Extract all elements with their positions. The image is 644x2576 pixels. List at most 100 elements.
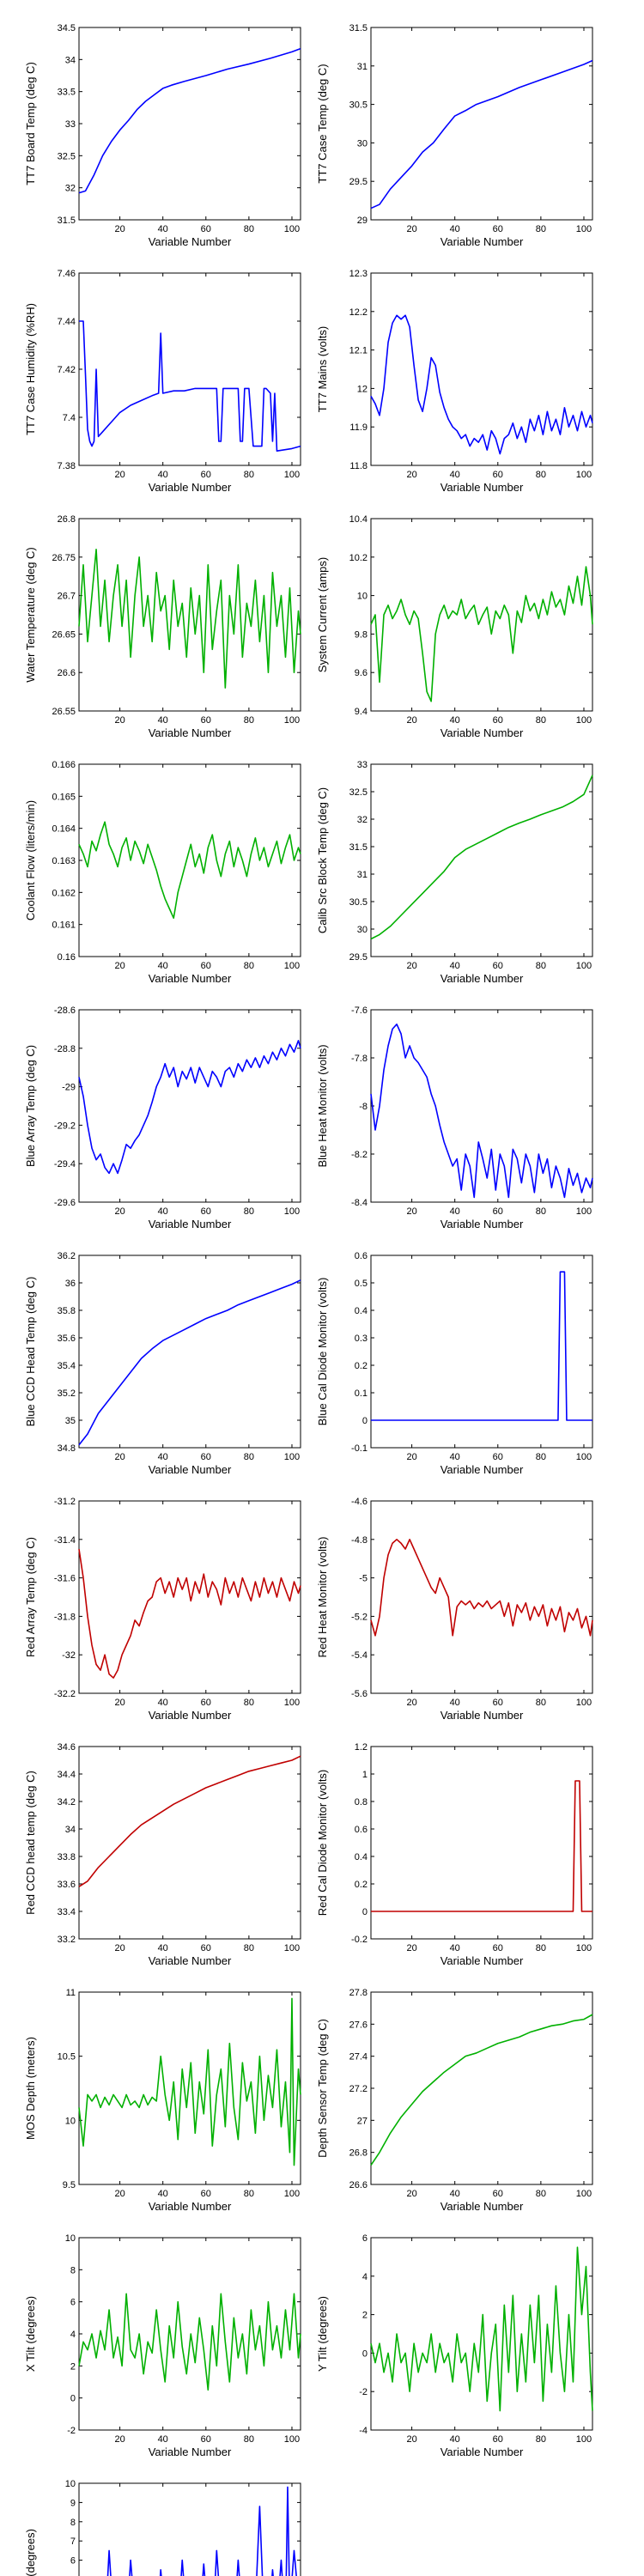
- y-tick-label: 8: [70, 2518, 76, 2528]
- y-axis-label: System Current (amps): [316, 557, 329, 672]
- y-tick-label: 27.6: [349, 2020, 368, 2030]
- y-tick-label: 0.2: [355, 1361, 368, 1371]
- chart-panel-12: 20 40 60 80 100 -0.1 0 0.1 0.2 0.3 0.4 0.5 0.6 Variab…: [316, 1251, 593, 1476]
- plot-area: [78, 1991, 301, 2185]
- y-tick-label: 0.1: [355, 1388, 368, 1399]
- chart-panel-19: 20 40 60 80 100 -2 0 2 4 6 8 10 Variable Number X Til…: [24, 2233, 301, 2458]
- x-axis-label: Variable Number: [149, 235, 232, 248]
- y-tick-label: 10.4: [349, 514, 368, 525]
- x-tick-label: 60: [201, 224, 211, 234]
- y-tick-label: 26.75: [52, 553, 76, 563]
- y-tick-label: -31.8: [54, 1612, 76, 1622]
- chart-panel-4: 20 40 60 80 100 11.8 11.9 12 12.1 12.2 12.3 Variabl…: [316, 269, 593, 494]
- y-tick-label: 2: [70, 2361, 76, 2372]
- y-tick-label: -4: [359, 2426, 368, 2436]
- x-tick-label: 60: [201, 1943, 211, 1953]
- x-tick-label: 80: [244, 1943, 254, 1953]
- x-axis-label: Variable Number: [149, 1218, 232, 1230]
- y-tick-label: 0.162: [52, 888, 76, 898]
- y-tick-label: -8.2: [351, 1150, 368, 1160]
- y-tick-label: 35.6: [58, 1334, 76, 1344]
- x-axis-label: Variable Number: [440, 1463, 524, 1476]
- y-axis-label: Inclination (degrees): [24, 2529, 37, 2576]
- x-tick-label: 100: [576, 2189, 592, 2199]
- y-tick-label: -29: [62, 1083, 76, 1093]
- y-tick-label: 26.55: [52, 707, 76, 717]
- chart-panel-2: 20 40 60 80 100 29 29.5 30 30.5 31 31.5 Variable Nu…: [316, 23, 593, 248]
- y-tick-label: 33.2: [58, 1935, 76, 1945]
- x-axis-label: Variable Number: [149, 726, 232, 739]
- y-tick-label: 29.5: [349, 177, 368, 187]
- x-tick-label: 20: [406, 470, 416, 480]
- chart-panel-1: 20 40 60 80 100 31.5 32 32.5 33 33.5 34 34.5 Variabl…: [24, 23, 301, 248]
- plot-area: [78, 1009, 301, 1203]
- series-line: [78, 1040, 301, 1175]
- y-tick-label: 12: [357, 384, 368, 394]
- x-axis-label: Variable Number: [440, 481, 524, 494]
- x-tick-label: 100: [576, 1943, 592, 1953]
- x-tick-label: 60: [493, 2189, 503, 2199]
- y-tick-label: 10.5: [58, 2052, 76, 2063]
- chart-panel-16: 20 40 60 80 100 -0.2 0 0.2 0.4 0.6 0.8 1 1.2 Variable…: [316, 1742, 593, 1967]
- x-tick-label: 100: [284, 2189, 300, 2199]
- plot-area: [370, 27, 593, 221]
- y-axis-label: Blue CCD Head Temp (deg C): [24, 1277, 37, 1427]
- plot-area: [78, 2237, 301, 2431]
- x-tick-label: 20: [114, 470, 125, 480]
- x-tick-label: 100: [284, 224, 300, 234]
- y-tick-label: 32: [65, 184, 76, 194]
- y-tick-label: 36.2: [58, 1251, 76, 1261]
- x-tick-label: 100: [284, 961, 300, 971]
- y-axis-label: Blue Heat Monitor (volts): [316, 1044, 329, 1167]
- series-line: [78, 1279, 301, 1446]
- y-tick-label: 34: [65, 1825, 76, 1835]
- y-axis-label: Blue Cal Diode Monitor (volts): [316, 1278, 329, 1426]
- plot-area: [78, 27, 301, 221]
- x-tick-label: 60: [493, 1943, 503, 1953]
- x-tick-label: 100: [576, 470, 592, 480]
- y-tick-label: 1.2: [355, 1742, 368, 1753]
- x-tick-label: 20: [406, 2434, 416, 2445]
- y-tick-label: 34.8: [58, 1443, 76, 1454]
- x-tick-label: 80: [244, 1206, 254, 1217]
- x-tick-label: 40: [158, 1452, 168, 1462]
- y-axis-label: Red Heat Monitor (volts): [316, 1537, 329, 1658]
- x-tick-label: 20: [114, 961, 125, 971]
- series-line: [78, 1997, 301, 2166]
- y-tick-label: 35.8: [58, 1306, 76, 1316]
- plot-area: [370, 272, 593, 466]
- plot-area: [78, 1746, 301, 1940]
- x-tick-label: 20: [406, 715, 416, 726]
- y-axis-label: Red Cal Diode Monitor (volts): [316, 1770, 329, 1917]
- x-tick-label: 100: [576, 961, 592, 971]
- y-tick-label: -4.6: [351, 1497, 368, 1507]
- y-tick-label: 33.4: [58, 1907, 76, 1917]
- y-tick-label: 9.8: [355, 629, 368, 640]
- y-tick-label: -7.8: [351, 1054, 368, 1064]
- x-tick-label: 60: [493, 1452, 503, 1462]
- x-axis-label: Variable Number: [149, 1709, 232, 1722]
- y-tick-label: 8: [70, 2265, 76, 2275]
- chart-panel-5: 20 40 60 80 100 26.55 26.6 26.65 26.7 26.75 26.8 Va…: [24, 514, 301, 739]
- y-axis-label: X Tilt (degrees): [24, 2296, 37, 2372]
- y-tick-label: 0.161: [52, 920, 76, 931]
- x-tick-label: 60: [493, 470, 503, 480]
- plot-area: [370, 763, 593, 957]
- y-tick-label: 31: [357, 62, 368, 72]
- y-tick-label: 9.6: [355, 668, 368, 678]
- chart-panel-3: 20 40 60 80 100 7.38 7.4 7.42 7.44 7.46 Variable N…: [24, 269, 301, 494]
- y-tick-label: 26.8: [58, 514, 76, 525]
- x-tick-label: 100: [284, 715, 300, 726]
- x-axis-label: Variable Number: [149, 972, 232, 985]
- x-tick-label: 20: [114, 1943, 125, 1953]
- x-tick-label: 80: [536, 1943, 546, 1953]
- x-tick-label: 100: [284, 1452, 300, 1462]
- x-tick-label: 40: [450, 961, 460, 971]
- plot-area: [370, 1500, 593, 1694]
- y-tick-label: 6: [362, 2233, 368, 2244]
- x-tick-label: 40: [450, 224, 460, 234]
- y-tick-label: 0.163: [52, 856, 76, 866]
- y-tick-label: 10.2: [349, 553, 368, 563]
- y-tick-label: -2: [67, 2426, 76, 2436]
